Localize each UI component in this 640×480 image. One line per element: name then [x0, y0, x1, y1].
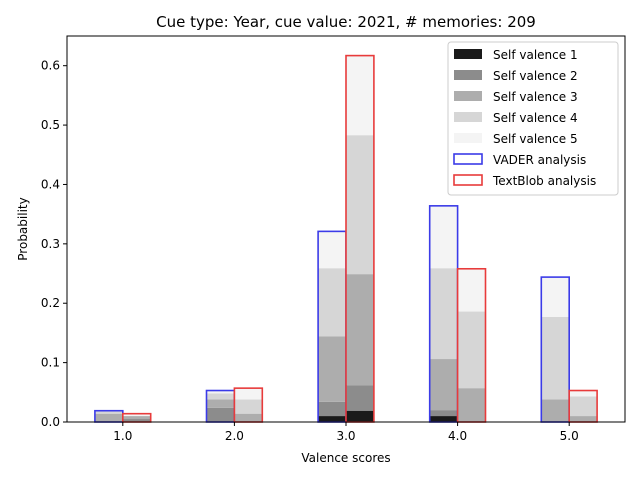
legend-label: Self valence 2: [493, 69, 578, 83]
bar-textblob-valence4-x2: [234, 399, 263, 414]
bar-vader-valence2-x4: [429, 410, 458, 417]
legend-label: Self valence 1: [493, 48, 578, 62]
x-tick-label: 5.0: [560, 429, 579, 443]
plot-area: [94, 54, 598, 423]
legend-swatch: [454, 91, 482, 101]
bar-vader-valence1-x3: [318, 416, 346, 422]
legend-label: Self valence 4: [493, 111, 578, 125]
bar-textblob-valence2-x3: [346, 385, 374, 411]
x-tick-label: 1.0: [113, 429, 132, 443]
bar-textblob-valence4-x3: [346, 135, 374, 275]
bar-vader-valence3-x3: [318, 336, 346, 402]
y-tick-label: 0.4: [41, 177, 60, 191]
bar-vader-valence4-x5: [541, 316, 570, 400]
y-tick-label: 0.0: [41, 415, 60, 429]
y-axis: 0.0 0.1 0.2 0.3 0.4 0.5 0.6: [41, 59, 67, 429]
legend-swatch: [454, 133, 482, 143]
bar-vader-valence4-x3: [318, 268, 346, 337]
x-axis-label: Valence scores: [301, 451, 390, 465]
legend-label: Self valence 5: [493, 132, 578, 146]
legend-swatch: [454, 112, 482, 122]
bar-textblob-valence4-x4: [457, 311, 486, 389]
y-axis-label: Probability: [16, 197, 30, 260]
bar-textblob-valence1-x3: [346, 410, 374, 422]
legend-box: [447, 41, 619, 196]
x-axis: 1.0 2.0 3.0 4.0 5.0: [113, 422, 579, 443]
y-tick-label: 0.5: [41, 118, 60, 132]
bar-textblob-valence3-x1: [122, 416, 151, 420]
bar-vader-valence2-x2: [206, 407, 235, 422]
bar-textblob-valence5-x1: [122, 413, 151, 417]
bar-vader-valence4-x1: [94, 410, 123, 414]
x-tick-label: 4.0: [448, 429, 467, 443]
y-tick-label: 0.2: [41, 296, 60, 310]
legend-label: TextBlob analysis: [492, 174, 596, 188]
legend-label: Self valence 3: [493, 90, 578, 104]
bar-vader-valence4-x2: [206, 393, 235, 400]
bar-textblob-valence3-x2: [234, 413, 263, 422]
y-tick-label: 0.1: [41, 356, 60, 370]
y-tick-label: 0.3: [41, 237, 60, 251]
bar-vader-valence1-x4: [429, 416, 458, 422]
bar-textblob-valence3-x5: [569, 416, 598, 422]
bar-textblob-valence5-x4: [457, 268, 486, 312]
legend-swatch: [453, 174, 483, 186]
legend: Self valence 1 Self valence 2 Self valence…: [447, 41, 619, 196]
x-tick-label: 2.0: [225, 429, 244, 443]
bar-textblob-valence5-x5: [569, 390, 598, 397]
bar-vader-valence5-x4: [429, 205, 458, 269]
bar-vader-valence5-x3: [318, 231, 346, 269]
bar-vader-valence3-x5: [541, 399, 570, 422]
bar-textblob-valence3-x3: [346, 274, 374, 386]
y-tick-label: 0.6: [41, 59, 60, 73]
bar-vader-valence5-x2: [206, 390, 235, 394]
legend-swatch: [454, 70, 482, 80]
bar-textblob-valence3-x4: [457, 388, 486, 422]
legend-swatch: [454, 49, 482, 59]
bar-textblob-valence4-x5: [569, 396, 598, 417]
bar-vader-valence3-x4: [429, 359, 458, 411]
legend-label: VADER analysis: [493, 153, 586, 167]
bar-textblob-valence2-x1: [122, 419, 151, 422]
bar-vader-valence3-x1: [94, 413, 123, 422]
bar-vader-valence4-x4: [429, 268, 458, 360]
legend-swatch: [453, 153, 483, 165]
bar-vader-valence2-x3: [318, 401, 346, 417]
bar-vader-valence3-x2: [206, 399, 235, 408]
x-tick-label: 3.0: [336, 429, 355, 443]
chart-title: Cue type: Year, cue value: 2021, # memor…: [156, 13, 536, 31]
bar-textblob-valence5-x2: [234, 388, 263, 400]
bar-vader-valence5-x5: [541, 277, 570, 317]
bar-textblob-valence5-x3: [346, 55, 374, 136]
